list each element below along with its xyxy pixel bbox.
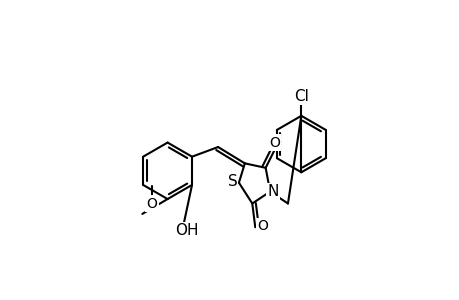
Text: O: O — [257, 219, 268, 233]
Text: O: O — [146, 196, 157, 211]
Text: O: O — [269, 136, 280, 150]
Text: N: N — [267, 184, 278, 199]
Text: Cl: Cl — [293, 89, 308, 104]
Text: OH: OH — [175, 223, 198, 238]
Text: S: S — [227, 174, 237, 189]
